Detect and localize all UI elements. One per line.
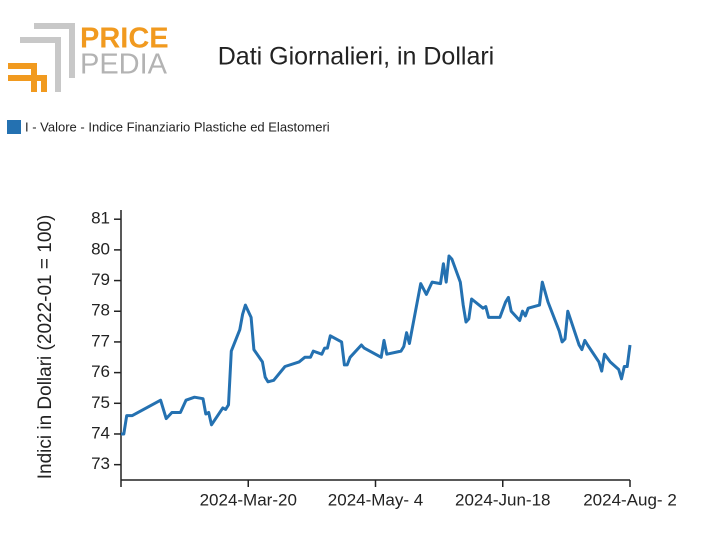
- x-tick-label: 2024-May- 4: [328, 490, 423, 509]
- logo-top: PRICE: [80, 23, 169, 55]
- logo: PRICE PEDIA: [8, 23, 169, 92]
- x-tick-label: 2024-Mar-20: [200, 490, 297, 509]
- y-tick-label: 74: [91, 423, 110, 442]
- y-tick-label: 78: [91, 301, 110, 320]
- x-tick-label: 2024-Jun-18: [455, 490, 550, 509]
- legend-label: I - Valore - Indice Finanziario Plastich…: [25, 119, 330, 134]
- y-tick-label: 75: [91, 393, 110, 412]
- y-tick-label: 76: [91, 362, 110, 381]
- logo-mark-gray: [20, 23, 75, 92]
- y-tick-label: 77: [91, 331, 110, 350]
- y-tick-label: 79: [91, 270, 110, 289]
- chart-title: Dati Giornalieri, in Dollari: [218, 43, 494, 71]
- y-axis-label: Indici in Dollari (2022-01 = 100): [35, 215, 56, 480]
- y-tick-label: 81: [91, 209, 110, 228]
- legend-swatch: [7, 120, 21, 134]
- y-tick-label: 80: [91, 239, 110, 258]
- y-tick-label: 73: [91, 454, 110, 473]
- logo-bottom: PEDIA: [80, 49, 168, 81]
- x-tick-label: 2024-Aug- 2: [583, 490, 677, 509]
- line-series: [121, 254, 632, 436]
- logo-mark-orange: [8, 63, 47, 92]
